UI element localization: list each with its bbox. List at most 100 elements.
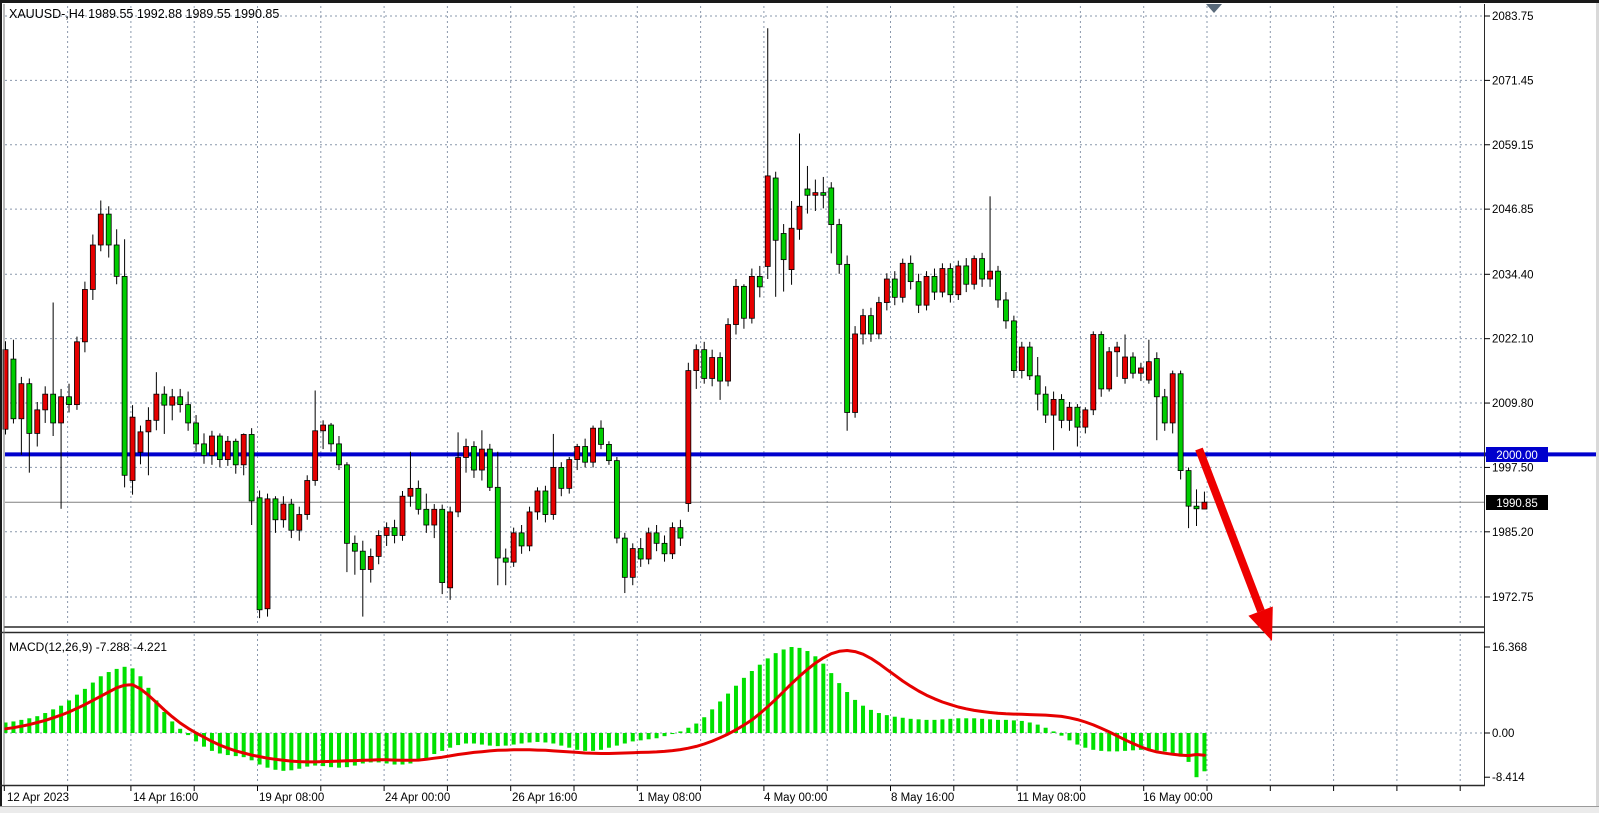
time-axis-label: 1 May 08:00 bbox=[638, 792, 701, 804]
bull-candle bbox=[812, 192, 819, 196]
bull-candle bbox=[82, 289, 88, 343]
bear-candle bbox=[1161, 396, 1168, 424]
macd-histogram-bar bbox=[138, 676, 143, 733]
bear-candle bbox=[1042, 393, 1049, 416]
macd-histogram-bar bbox=[1035, 724, 1040, 733]
bear-candle bbox=[486, 448, 493, 488]
macd-histogram-bar bbox=[1011, 720, 1016, 733]
macd-histogram-bar bbox=[996, 719, 1000, 733]
bull-candle bbox=[1090, 334, 1097, 411]
macd-histogram-bar bbox=[551, 733, 556, 744]
macd-histogram-bar bbox=[1067, 733, 1072, 741]
macd-histogram-bar bbox=[1202, 733, 1207, 772]
macd-histogram-bar bbox=[440, 733, 445, 751]
macd-histogram-bar bbox=[249, 733, 254, 761]
macd-histogram-bar bbox=[964, 718, 969, 733]
macd-histogram-bar bbox=[154, 700, 159, 733]
price-axis-label: 2034.40 bbox=[1492, 269, 1534, 281]
bear-candle bbox=[232, 440, 239, 466]
macd-histogram-bar bbox=[1091, 733, 1096, 750]
bull-candle bbox=[224, 440, 231, 460]
bull-candle bbox=[788, 227, 795, 270]
macd-histogram-bar bbox=[487, 733, 492, 746]
bear-candle bbox=[558, 467, 565, 489]
macd-histogram-bar bbox=[1170, 733, 1175, 753]
bull-candle bbox=[883, 278, 890, 303]
price-axis-label: 2083.75 bbox=[1492, 11, 1534, 23]
bull-candle bbox=[375, 535, 382, 557]
bull-candle bbox=[852, 333, 858, 413]
bull-candle bbox=[463, 446, 469, 458]
macd-histogram-bar bbox=[1123, 733, 1128, 751]
macd-histogram-bar bbox=[130, 668, 135, 733]
macd-axis-label: -8.414 bbox=[1492, 772, 1525, 784]
bear-candle bbox=[272, 498, 279, 521]
macd-histogram-bar bbox=[654, 733, 659, 739]
bear-candle bbox=[820, 192, 827, 196]
macd-indicator bbox=[3, 647, 1207, 778]
bear-candle bbox=[193, 422, 199, 445]
macd-indicator-label: MACD(12,26,9) -7.288 -4.221 bbox=[9, 640, 167, 654]
macd-histogram-bar bbox=[464, 733, 469, 744]
trend-arrow-down-icon[interactable] bbox=[1195, 447, 1273, 641]
bull-candle bbox=[1106, 351, 1113, 390]
bull-candle bbox=[1201, 501, 1208, 510]
window-bottom-strip bbox=[0, 806, 1599, 813]
bull-candle bbox=[987, 270, 993, 280]
macd-histogram-bar bbox=[861, 705, 866, 733]
macd-histogram-bar bbox=[297, 733, 302, 769]
bear-candle bbox=[979, 258, 986, 280]
bear-candle bbox=[518, 532, 525, 547]
macd-histogram-bar bbox=[614, 733, 619, 746]
bull-candle bbox=[1050, 398, 1057, 416]
bull-candle bbox=[399, 495, 406, 536]
macd-histogram-bar bbox=[1115, 733, 1120, 752]
bear-candle bbox=[804, 188, 811, 196]
macd-histogram-bar bbox=[305, 733, 310, 767]
price-axis-label: 1985.20 bbox=[1492, 527, 1534, 539]
bull-candle bbox=[1122, 356, 1128, 379]
macd-histogram-bar bbox=[765, 658, 770, 733]
bull-candle bbox=[899, 262, 906, 298]
bull-candle bbox=[876, 302, 882, 335]
bull-candle bbox=[1138, 367, 1144, 374]
bear-candle bbox=[598, 427, 604, 445]
bear-candle bbox=[502, 557, 509, 563]
macd-histogram-bar bbox=[932, 719, 937, 733]
bear-candle bbox=[637, 548, 644, 560]
bull-candle bbox=[526, 511, 533, 547]
bear-candle bbox=[344, 464, 350, 544]
bull-candle bbox=[129, 416, 136, 481]
bear-candle bbox=[1034, 375, 1041, 395]
bear-candle bbox=[772, 177, 779, 241]
bear-candle bbox=[661, 542, 668, 555]
bull-candle bbox=[74, 341, 80, 406]
macd-histogram-bar bbox=[1075, 733, 1080, 745]
bear-candle bbox=[613, 460, 620, 539]
pane-frames bbox=[0, 4, 1485, 787]
macd-histogram-bar bbox=[336, 733, 341, 768]
macd-histogram-bar bbox=[956, 718, 961, 733]
bear-candle bbox=[653, 532, 660, 544]
macd-histogram-bar bbox=[694, 723, 699, 733]
macd-histogram-bar bbox=[146, 687, 151, 733]
macd-histogram-bar bbox=[622, 733, 627, 744]
candlestick-series bbox=[2, 28, 1208, 619]
price-axis-label: 2059.15 bbox=[1492, 140, 1534, 152]
bull-candle bbox=[137, 431, 144, 453]
bull-candle bbox=[304, 480, 311, 515]
grid-lines bbox=[5, 6, 1484, 784]
macd-histogram-bar bbox=[321, 733, 326, 767]
macd-histogram-bar bbox=[503, 733, 508, 746]
macd-histogram-bar bbox=[90, 682, 95, 733]
bear-candle bbox=[351, 542, 358, 552]
bull-candle bbox=[550, 467, 557, 515]
macd-histogram-bar bbox=[106, 672, 111, 733]
bull-candle bbox=[97, 213, 104, 246]
macd-histogram-bar bbox=[662, 733, 667, 737]
price-axis-label: 1997.50 bbox=[1492, 462, 1534, 474]
bear-candle bbox=[161, 393, 168, 406]
macd-histogram-bar bbox=[678, 731, 683, 733]
macd-histogram-bar bbox=[162, 711, 167, 733]
